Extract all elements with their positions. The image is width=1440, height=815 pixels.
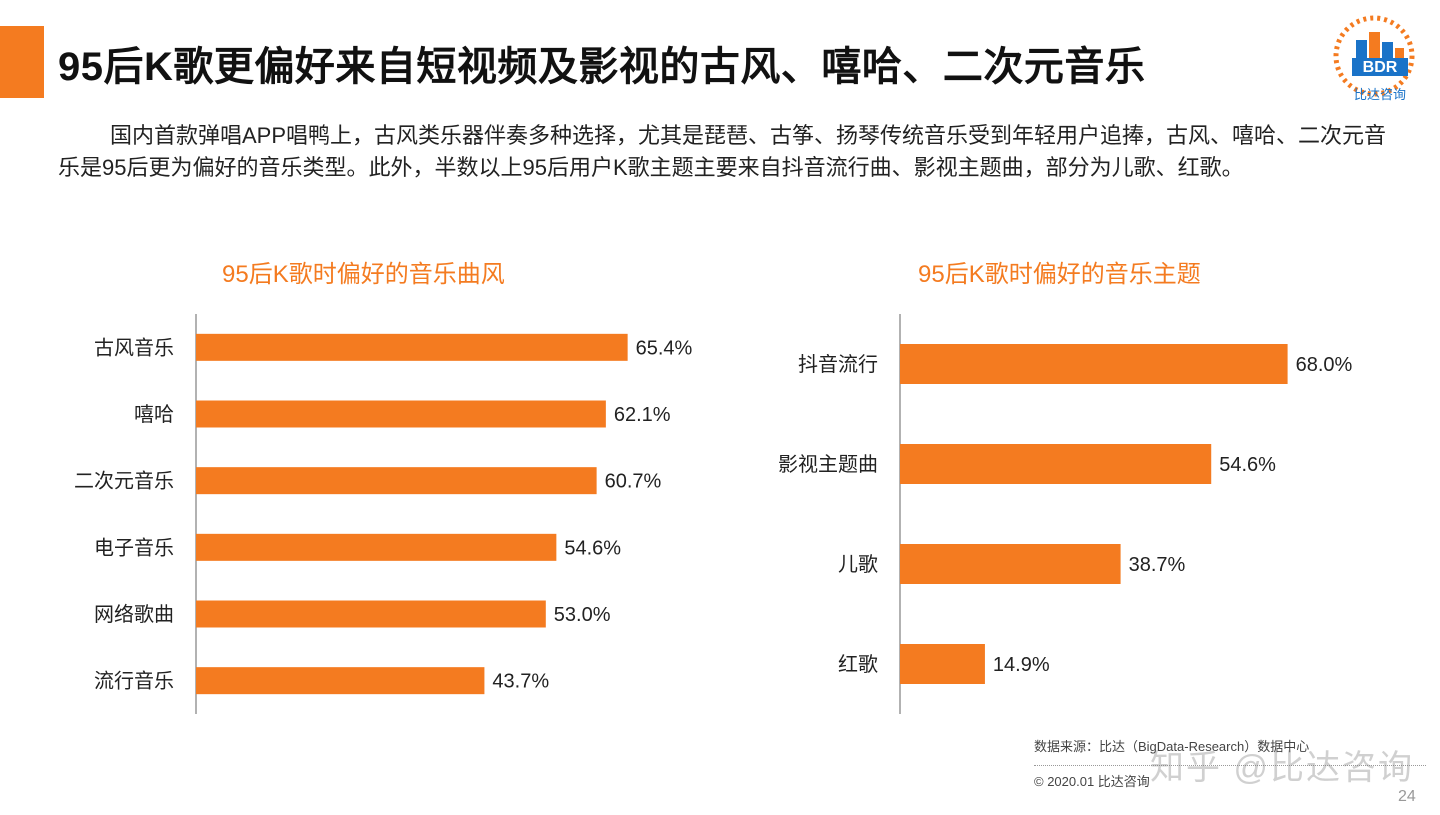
bar-1 — [900, 444, 1212, 484]
category-label-2: 儿歌 — [838, 553, 878, 576]
copyright: © 2020.01 比达咨询 — [1034, 774, 1150, 789]
data-label-0: 65.4% — [636, 337, 693, 359]
intro-paragraph: 国内首款弹唱APP唱鸭上，古风类乐器伴奏多种选择，尤其是琵琶、古筝、扬琴传统音乐… — [58, 123, 1387, 180]
bdr-logo-icon: BDR — [1333, 15, 1415, 97]
bar-5 — [196, 667, 485, 695]
bar-1 — [196, 400, 606, 428]
watermark: 知乎 @比达咨询 — [1150, 749, 1414, 787]
data-label-0: 68.0% — [1296, 354, 1353, 376]
data-label-1: 62.1% — [614, 404, 671, 426]
category-label-0: 古风音乐 — [94, 336, 174, 359]
logo-caption: 比达咨询 — [1353, 87, 1406, 102]
data-label-3: 54.6% — [564, 537, 621, 559]
bar-0 — [900, 344, 1288, 384]
data-label-1: 54.6% — [1219, 454, 1276, 476]
title-accent-bar — [0, 26, 44, 98]
bar-3 — [900, 644, 985, 684]
bar-4 — [196, 600, 546, 628]
bar-0 — [196, 333, 628, 361]
chart-music-theme: 抖音流行 68.0% 影视主题曲 54.6% 儿歌 38.7% 红歌 14.9% — [778, 314, 1353, 714]
category-label-5: 流行音乐 — [94, 670, 174, 693]
bar-3 — [196, 533, 557, 561]
data-label-5: 43.7% — [492, 671, 549, 693]
page-number: 24 — [1398, 788, 1416, 805]
category-label-1: 影视主题曲 — [778, 453, 878, 476]
category-label-0: 抖音流行 — [798, 353, 878, 376]
category-label-4: 网络歌曲 — [94, 603, 174, 626]
chart-music-style: 古风音乐 65.4% 嘻哈 62.1% 二次元音乐 60.7% 电子音乐 54.6% 网络歌曲 5… — [74, 314, 693, 714]
bar-2 — [196, 467, 597, 495]
data-label-2: 60.7% — [605, 471, 662, 493]
logo-text: BDR — [1363, 59, 1398, 76]
bar-2 — [900, 544, 1121, 584]
data-label-3: 14.9% — [993, 654, 1050, 676]
category-label-2: 二次元音乐 — [74, 470, 174, 493]
chart-title-style: 95后K歌时偏好的音乐曲风 — [222, 261, 505, 288]
data-source: 数据来源：比达（BigData-Research）数据中心 — [1034, 739, 1310, 754]
data-label-4: 53.0% — [554, 604, 611, 626]
category-label-1: 嘻哈 — [134, 403, 174, 426]
data-label-2: 38.7% — [1129, 554, 1186, 576]
chart-title-theme: 95后K歌时偏好的音乐主题 — [918, 261, 1201, 288]
category-label-3: 电子音乐 — [94, 536, 174, 559]
category-label-3: 红歌 — [838, 653, 878, 676]
page-title: 95后K歌更偏好来自短视频及影视的古风、嘻哈、二次元音乐 — [58, 45, 1146, 89]
footer-divider — [1034, 765, 1426, 766]
